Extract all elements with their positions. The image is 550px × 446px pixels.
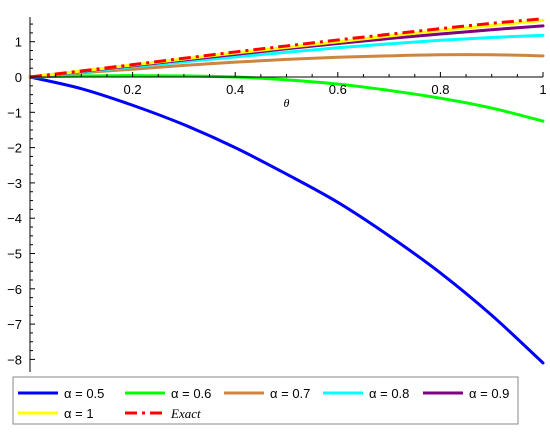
y-tick-label: −5 xyxy=(7,247,22,262)
legend-label-1: α = 0.6 xyxy=(171,386,211,401)
x-tick-label: 0.2 xyxy=(124,82,142,97)
y-tick-label: −8 xyxy=(7,352,22,367)
series-line-0 xyxy=(30,77,543,363)
plot-area: 0.2 0.4 0.6 0.8 1 1 0 −1 −2 −3 −4 −5 −6 −7 −8 θ xyxy=(7,17,546,372)
series-lines xyxy=(30,19,543,363)
legend-label-5: α = 1 xyxy=(64,406,94,421)
y-tick-label: −3 xyxy=(7,176,22,191)
y-tick-label: −7 xyxy=(7,317,22,332)
x-tick-label: 1 xyxy=(539,82,546,97)
series-line-3 xyxy=(30,35,543,77)
x-tick-label: 0.6 xyxy=(329,82,347,97)
x-axis-label: θ xyxy=(284,96,290,110)
legend-label-3: α = 0.8 xyxy=(369,386,409,401)
legend: α = 0.5 α = 0.6 α = 0.7 α = 0.8 α = 0.9 α = 1… xyxy=(13,377,518,424)
x-tick-label: 0.4 xyxy=(226,82,244,97)
legend-label-4: α = 0.9 xyxy=(469,386,509,401)
x-tick-label: 0.8 xyxy=(431,82,449,97)
y-tick-label: −4 xyxy=(7,211,22,226)
y-tick-label: −6 xyxy=(7,282,22,297)
y-tick-label: 1 xyxy=(15,35,22,50)
series-line-2 xyxy=(30,55,543,77)
legend-label-2: α = 0.7 xyxy=(270,386,310,401)
y-tick-label: 0 xyxy=(15,70,22,85)
legend-label-6: Exact xyxy=(170,406,201,421)
y-tick-label: −1 xyxy=(7,105,22,120)
y-tick-label: −2 xyxy=(7,141,22,156)
legend-label-0: α = 0.5 xyxy=(64,386,104,401)
